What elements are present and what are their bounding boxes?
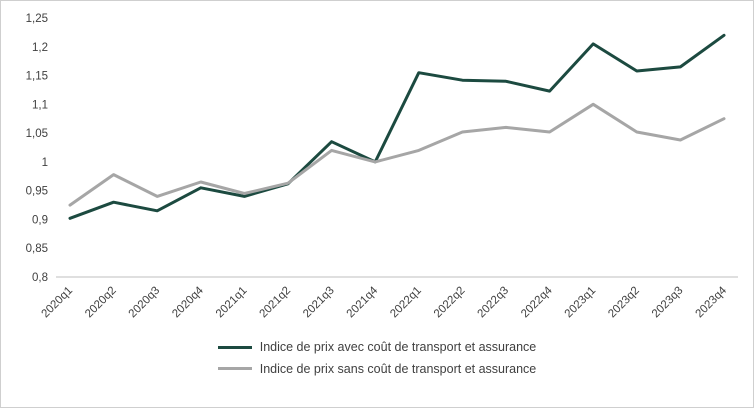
x-tick-label: 2023q2 — [606, 285, 642, 321]
x-tick-label: 2021q1 — [214, 285, 250, 321]
y-tick-label: 1,2 — [32, 42, 48, 54]
legend-line-swatch-series-1 — [217, 345, 252, 349]
legend-item-series-1: Indice de prix avec coût de transport et… — [217, 340, 537, 354]
y-tick-label: 1,1 — [32, 99, 48, 111]
chart-legend: Indice de prix avec coût de transport et… — [1, 341, 753, 375]
x-tick-label: 2020q4 — [170, 284, 206, 320]
legend-label-series-2: Indice de prix sans coût de transport et… — [259, 361, 537, 376]
x-tick-label: 2020q2 — [83, 285, 119, 321]
y-tick-label: 1,25 — [26, 13, 48, 25]
x-tick-label: 2020q3 — [127, 285, 163, 321]
y-tick-label: 0,9 — [32, 214, 48, 226]
x-tick-label: 2021q2 — [258, 285, 294, 321]
y-tick-label: 0,8 — [32, 272, 48, 284]
x-tick-label: 2022q3 — [476, 285, 512, 321]
y-tick-label: 1,05 — [26, 128, 48, 140]
x-tick-label: 2023q3 — [650, 285, 686, 321]
x-tick-label: 2023q4 — [694, 284, 730, 320]
x-tick-label: 2022q2 — [432, 285, 468, 321]
x-tick-label: 2020q1 — [40, 285, 76, 321]
legend-label-series-1: Indice de prix avec coût de transport et… — [259, 340, 537, 354]
x-tick-label: 2021q4 — [345, 284, 381, 320]
y-tick-label: 0,95 — [26, 186, 48, 198]
series-line-2 — [68, 102, 726, 207]
y-tick-label: 0,85 — [26, 243, 48, 255]
x-tick-label: 2021q3 — [301, 285, 337, 321]
x-tick-label: 2022q1 — [388, 285, 424, 321]
legend-line-swatch-series-2 — [217, 367, 252, 371]
series-line-1 — [68, 33, 726, 220]
x-tick-label: 2022q4 — [519, 284, 555, 320]
y-tick-label: 1 — [42, 157, 48, 169]
legend-item-series-2: Indice de prix sans coût de transport et… — [217, 361, 537, 376]
y-tick-label: 1,15 — [26, 71, 48, 83]
x-tick-label: 2023q1 — [563, 285, 599, 321]
